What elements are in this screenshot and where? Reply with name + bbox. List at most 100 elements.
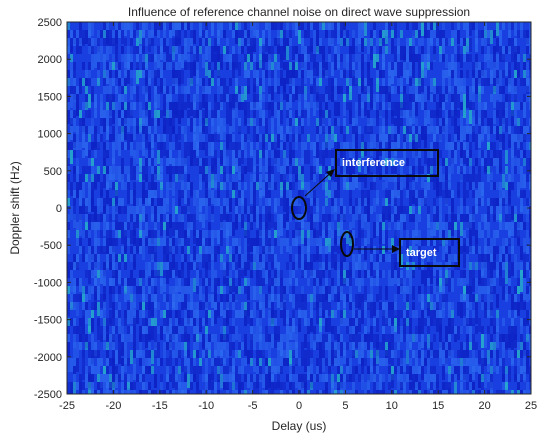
heatmap-cell — [499, 150, 502, 158]
heatmap-cell — [358, 350, 361, 364]
heatmap-cell — [406, 94, 409, 102]
heatmap-cell — [79, 390, 82, 394]
heatmap-cell — [154, 46, 157, 60]
heatmap-cell — [382, 134, 385, 148]
heatmap-cell — [343, 134, 346, 142]
heatmap-cell — [394, 46, 397, 54]
heatmap-cell — [175, 350, 178, 358]
heatmap-cell — [265, 214, 268, 228]
heatmap-cell — [157, 214, 160, 222]
heatmap-cell — [118, 270, 121, 284]
heatmap-cell — [439, 350, 442, 358]
heatmap-cell — [427, 254, 430, 268]
heatmap-cell — [508, 78, 511, 92]
heatmap-cell — [523, 350, 526, 358]
chart-title: Influence of reference channel noise on … — [128, 5, 470, 19]
heatmap-cell — [406, 182, 409, 190]
heatmap-cell — [508, 230, 511, 244]
heatmap-cell — [364, 206, 367, 214]
heatmap-cell — [151, 390, 154, 394]
heatmap-cell — [460, 78, 463, 92]
heatmap-cell — [190, 366, 193, 374]
heatmap-cell — [169, 310, 172, 324]
heatmap-cell — [463, 110, 466, 118]
heatmap-cell — [91, 334, 94, 342]
heatmap-cell — [424, 190, 427, 204]
heatmap-cell — [349, 70, 352, 78]
heatmap-cell — [112, 142, 115, 150]
heatmap-cell — [184, 358, 187, 372]
heatmap-cell — [307, 206, 310, 214]
heatmap-cell — [112, 334, 115, 348]
heatmap-cell — [481, 150, 484, 158]
heatmap-cell — [415, 30, 418, 38]
heatmap-cell — [358, 174, 361, 182]
heatmap-cell — [517, 54, 520, 62]
heatmap-cell — [205, 294, 208, 308]
heatmap-cell — [85, 142, 88, 156]
heatmap-cell — [184, 382, 187, 390]
heatmap-cell — [427, 270, 430, 278]
heatmap-cell — [301, 294, 304, 302]
heatmap-cell — [319, 366, 322, 374]
heatmap-cell — [469, 102, 472, 110]
heatmap-cell — [286, 46, 289, 60]
heatmap-cell — [145, 350, 148, 358]
heatmap-cell — [298, 118, 301, 126]
heatmap-cell — [415, 102, 418, 116]
heatmap-cell — [442, 118, 445, 132]
heatmap-cell — [331, 78, 334, 92]
heatmap-cell — [496, 390, 499, 394]
heatmap-cell — [250, 342, 253, 350]
heatmap-cell — [322, 286, 325, 294]
heatmap-cell — [166, 126, 169, 134]
heatmap-cell — [400, 382, 403, 394]
heatmap-cell — [496, 206, 499, 220]
heatmap-cell — [322, 206, 325, 214]
heatmap-cell — [220, 166, 223, 174]
heatmap-cell — [259, 94, 262, 108]
heatmap-cell — [514, 62, 517, 70]
heatmap-cell — [127, 326, 130, 334]
heatmap-cell — [409, 214, 412, 222]
heatmap-cell — [313, 166, 316, 174]
heatmap-cell — [67, 246, 70, 254]
heatmap-cell — [127, 382, 130, 390]
heatmap-cell — [217, 278, 220, 286]
heatmap-cell — [172, 70, 175, 84]
heatmap-cell — [499, 102, 502, 110]
heatmap-cell — [196, 190, 199, 198]
heatmap-cell — [133, 302, 136, 316]
heatmap-cell — [391, 302, 394, 310]
heatmap-cell — [250, 22, 253, 30]
heatmap-cell — [199, 390, 202, 394]
heatmap-cell — [76, 254, 79, 268]
heatmap-cell — [478, 182, 481, 190]
heatmap-cell — [223, 126, 226, 140]
heatmap-cell — [256, 350, 259, 358]
heatmap-cell — [412, 166, 415, 180]
heatmap-cell — [268, 198, 271, 212]
heatmap-cell — [298, 166, 301, 180]
heatmap-cell — [364, 166, 367, 174]
heatmap-cell — [265, 342, 268, 350]
heatmap-cell — [328, 230, 331, 244]
heatmap-cell — [154, 190, 157, 198]
heatmap-cell — [250, 382, 253, 394]
heatmap-cell — [490, 294, 493, 308]
heatmap-cell — [355, 198, 358, 206]
heatmap-cell — [271, 182, 274, 190]
heatmap-cell — [79, 182, 82, 190]
heatmap-cell — [439, 86, 442, 94]
heatmap-cell — [163, 350, 166, 358]
heatmap-cell — [124, 390, 127, 394]
heatmap-cell — [355, 366, 358, 374]
heatmap-cell — [517, 102, 520, 110]
heatmap-cell — [514, 134, 517, 142]
heatmap-cell — [355, 142, 358, 150]
heatmap-cell — [448, 310, 451, 324]
heatmap-cell — [310, 366, 313, 374]
heatmap-cell — [97, 214, 100, 222]
heatmap-cell — [91, 254, 94, 262]
heatmap-cell — [220, 54, 223, 68]
